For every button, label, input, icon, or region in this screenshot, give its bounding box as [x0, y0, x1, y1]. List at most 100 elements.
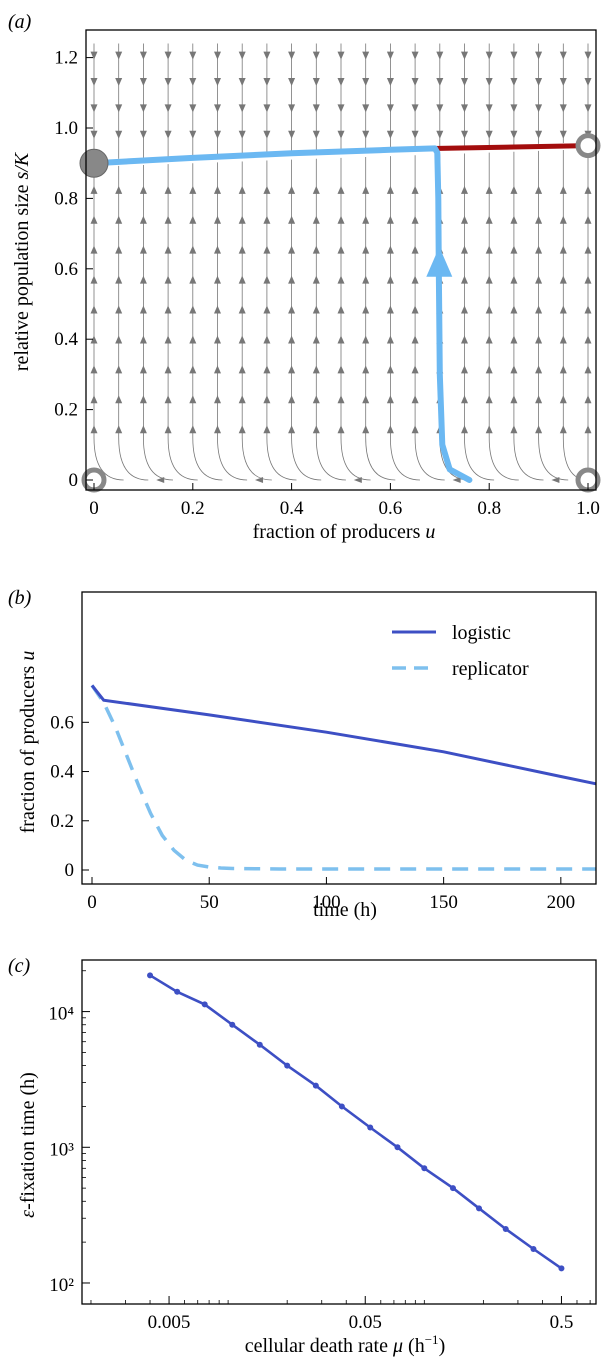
- stream-arrow-up: [214, 335, 221, 344]
- x-tick-label: 50: [200, 892, 219, 913]
- data-point: [338, 1103, 345, 1110]
- stream-arrow-up: [312, 365, 320, 374]
- stream-arrow-up: [312, 335, 320, 344]
- stream-arrow-up: [584, 245, 592, 254]
- stream-arrow-up: [535, 245, 543, 254]
- legend-logistic-label: logistic: [452, 622, 511, 644]
- stream-arrow-up: [535, 305, 543, 314]
- stream-arrow-up: [362, 335, 370, 344]
- stream-arrow-up: [90, 275, 98, 284]
- stream-arrow-up: [263, 395, 271, 404]
- stream-line: [291, 159, 322, 481]
- stream-arrow-down: [411, 78, 419, 86]
- stream-arrow-down: [485, 130, 493, 139]
- stream-arrow-down: [436, 78, 444, 86]
- stream-arrow-up: [510, 335, 518, 344]
- stream-arrow-up: [584, 185, 592, 194]
- stream-arrow-up: [238, 365, 246, 374]
- stream-arrow-down: [559, 130, 567, 139]
- stream-arrow-up: [214, 185, 221, 194]
- stream-arrow-up: [115, 395, 123, 404]
- stream-arrow-down: [461, 130, 468, 139]
- stream-arrow-up: [510, 185, 518, 194]
- stream-arrow-up: [288, 335, 296, 344]
- stream-arrow-up: [288, 425, 296, 434]
- stream-arrow-down: [584, 78, 592, 86]
- panel-a-y-axis-title: relative population size s/K: [11, 151, 33, 371]
- stream-arrow-up: [535, 395, 543, 404]
- stream-arrow-up: [238, 215, 246, 224]
- stream-arrows: [90, 43, 592, 483]
- stream-arrow-up: [214, 245, 221, 254]
- stream-arrow-up: [90, 365, 98, 374]
- stream-arrow-down: [559, 51, 567, 60]
- stream-arrow-up: [238, 185, 246, 194]
- stream-line: [93, 166, 124, 481]
- stream-arrow-up: [164, 215, 172, 224]
- stream-arrow-down: [337, 78, 345, 86]
- stream-arrow-up: [115, 305, 123, 314]
- stream-arrow-up: [115, 245, 123, 254]
- stream-arrow-down: [189, 51, 197, 60]
- stream-arrow-up: [535, 215, 543, 224]
- stream-arrow-down: [386, 130, 394, 139]
- stream-arrow-up: [337, 365, 345, 374]
- stream-arrow-up: [288, 185, 296, 194]
- stream-arrow-up: [584, 425, 592, 434]
- data-point: [147, 972, 154, 979]
- stream-arrow-up: [386, 185, 394, 194]
- stream-arrow-up: [312, 425, 320, 434]
- stream-arrow-down: [312, 104, 320, 113]
- panel-b-y-axis-title: fraction of producers u: [17, 651, 39, 834]
- stream-line: [538, 150, 569, 481]
- y-tick-label: 10³: [49, 1139, 74, 1160]
- stream-arrow-down: [337, 51, 345, 60]
- y-tick-label: 0.6: [54, 259, 78, 280]
- stream-arrow-down: [510, 78, 518, 86]
- data-point: [256, 1041, 263, 1048]
- stream-arrow-up: [263, 185, 271, 194]
- stream-arrow-up: [139, 215, 147, 224]
- y-tick-label: 0.4: [54, 329, 78, 350]
- trajectory-direction-arrow: [426, 246, 453, 277]
- stream-arrow-up: [461, 305, 468, 314]
- stream-arrow-up: [238, 425, 246, 434]
- stream-arrow-up: [139, 335, 147, 344]
- stream-line: [340, 157, 371, 481]
- stream-arrow-up: [386, 365, 394, 374]
- stream-arrow-down: [485, 104, 493, 113]
- stream-arrow-up: [288, 215, 296, 224]
- stream-arrow-down: [189, 104, 197, 113]
- data-point: [367, 1124, 374, 1131]
- stream-arrow-down: [288, 78, 296, 86]
- stream-arrow-up: [263, 215, 271, 224]
- stream-arrow-down: [238, 104, 246, 113]
- stream-arrow-up: [510, 395, 518, 404]
- y-tick-label: 0.4: [50, 762, 74, 783]
- stream-arrow-down: [115, 130, 123, 139]
- stream-arrow-up: [164, 245, 172, 254]
- stream-arrow-up: [584, 365, 592, 374]
- stream-arrow-up: [312, 395, 320, 404]
- stream-arrow-left: [551, 477, 560, 483]
- stream-arrow-up: [584, 305, 592, 314]
- stream-arrow-up: [559, 425, 567, 434]
- stream-arrow-up: [411, 245, 419, 254]
- stream-arrow-up: [189, 185, 197, 194]
- stream-arrow-up: [238, 335, 246, 344]
- panel-a-frame: [85, 29, 597, 491]
- stream-arrow-up: [461, 425, 468, 434]
- stream-arrow-up: [362, 425, 370, 434]
- stream-arrow-up: [411, 305, 419, 314]
- stream-arrow-up: [189, 395, 197, 404]
- stream-line: [390, 156, 421, 481]
- stream-line: [266, 160, 297, 481]
- stream-arrow-down: [238, 130, 246, 139]
- stream-arrow-up: [214, 305, 221, 314]
- y-tick-label: 1.0: [54, 118, 78, 139]
- stream-arrow-down: [90, 104, 98, 113]
- x-tick-label: 0.2: [181, 498, 205, 519]
- data-point: [502, 1225, 509, 1232]
- stream-arrow-down: [362, 78, 370, 86]
- data-point: [394, 1144, 401, 1151]
